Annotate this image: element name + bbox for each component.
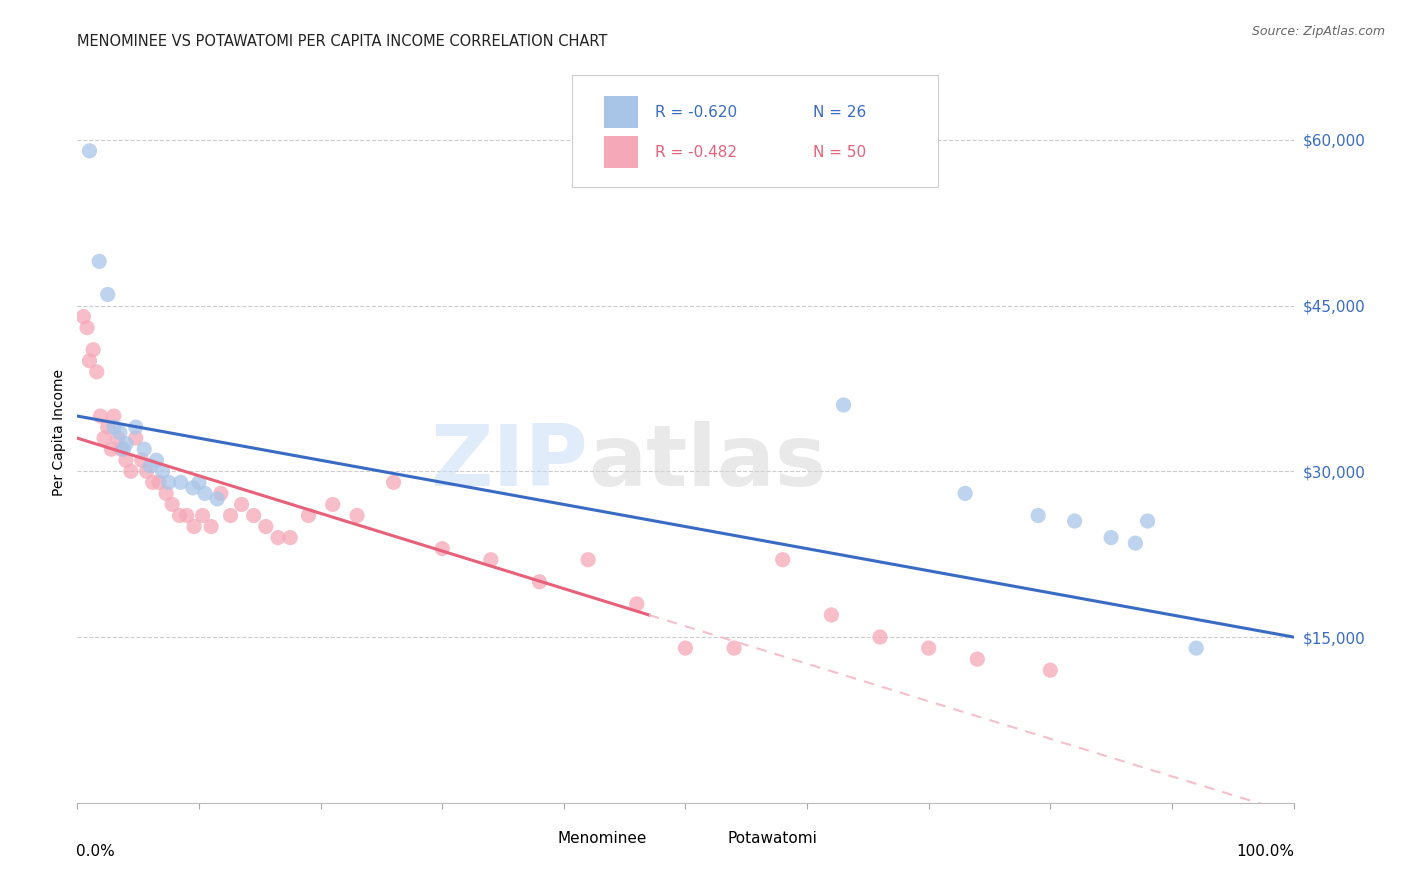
Point xyxy=(89,254,111,268)
Point xyxy=(72,310,94,324)
Point xyxy=(89,409,111,423)
Text: 100.0%: 100.0% xyxy=(1237,844,1295,858)
Point xyxy=(76,320,98,334)
Point xyxy=(1063,514,1085,528)
Point xyxy=(219,508,242,523)
Point xyxy=(820,607,842,622)
Point xyxy=(131,453,153,467)
Text: R = -0.482: R = -0.482 xyxy=(655,145,737,160)
Text: Source: ZipAtlas.com: Source: ZipAtlas.com xyxy=(1251,25,1385,38)
Point xyxy=(183,519,205,533)
Text: MENOMINEE VS POTAWATOMI PER CAPITA INCOME CORRELATION CHART: MENOMINEE VS POTAWATOMI PER CAPITA INCOM… xyxy=(77,34,607,49)
Text: ZIP: ZIP xyxy=(430,421,588,504)
Point xyxy=(148,475,170,490)
Point xyxy=(966,652,988,666)
Point xyxy=(142,475,165,490)
Point xyxy=(772,552,794,566)
Point xyxy=(194,486,217,500)
Point xyxy=(170,475,193,490)
Point xyxy=(254,519,277,533)
Point xyxy=(79,144,101,158)
Point xyxy=(1099,531,1122,545)
Point xyxy=(723,641,745,656)
Point xyxy=(108,425,131,440)
Point xyxy=(100,442,122,457)
Point xyxy=(115,436,138,450)
Bar xyxy=(605,136,638,168)
Point xyxy=(125,420,148,434)
Point xyxy=(200,519,222,533)
Point xyxy=(832,398,855,412)
Point xyxy=(134,442,156,457)
Point xyxy=(1136,514,1159,528)
Point xyxy=(82,343,104,357)
Point xyxy=(79,353,101,368)
Text: Potawatomi: Potawatomi xyxy=(728,830,818,846)
Point xyxy=(1125,536,1147,550)
Point xyxy=(205,491,228,506)
Bar xyxy=(605,96,638,128)
Point xyxy=(93,431,115,445)
Bar xyxy=(515,822,550,848)
Text: Menominee: Menominee xyxy=(558,830,647,846)
Point xyxy=(152,464,174,478)
Point xyxy=(278,531,301,545)
Point xyxy=(112,442,135,457)
Text: R = -0.620: R = -0.620 xyxy=(655,104,737,120)
Point xyxy=(953,486,976,500)
Point xyxy=(322,498,344,512)
Bar xyxy=(686,822,720,848)
Point xyxy=(382,475,405,490)
Point xyxy=(209,486,232,500)
Point xyxy=(139,458,162,473)
Point xyxy=(107,431,129,445)
Y-axis label: Per Capita Income: Per Capita Income xyxy=(52,369,66,496)
Point xyxy=(267,531,290,545)
Point xyxy=(479,552,502,566)
Point xyxy=(297,508,319,523)
Point xyxy=(675,641,697,656)
Point xyxy=(430,541,453,556)
Point xyxy=(115,453,138,467)
Point xyxy=(110,442,132,457)
Point xyxy=(191,508,214,523)
Point xyxy=(86,365,108,379)
Point xyxy=(1039,663,1062,677)
Point xyxy=(103,409,125,423)
Point xyxy=(155,486,177,500)
Text: atlas: atlas xyxy=(588,421,827,504)
Point xyxy=(97,287,120,301)
Point xyxy=(181,481,204,495)
Point xyxy=(529,574,551,589)
Text: 0.0%: 0.0% xyxy=(76,844,115,858)
Point xyxy=(97,420,120,434)
Point xyxy=(160,498,183,512)
Point xyxy=(1026,508,1049,523)
Point xyxy=(169,508,191,523)
Point xyxy=(176,508,198,523)
Point xyxy=(125,431,148,445)
Point xyxy=(157,475,180,490)
Point xyxy=(918,641,941,656)
Point xyxy=(1185,641,1208,656)
FancyBboxPatch shape xyxy=(572,75,938,186)
Point xyxy=(145,453,167,467)
Point xyxy=(103,420,125,434)
Point xyxy=(242,508,264,523)
Point xyxy=(869,630,891,644)
Point xyxy=(626,597,648,611)
Point xyxy=(231,498,253,512)
Text: N = 50: N = 50 xyxy=(813,145,866,160)
Point xyxy=(188,475,211,490)
Point xyxy=(120,464,142,478)
Point xyxy=(576,552,599,566)
Point xyxy=(346,508,368,523)
Text: N = 26: N = 26 xyxy=(813,104,866,120)
Point xyxy=(135,464,157,478)
